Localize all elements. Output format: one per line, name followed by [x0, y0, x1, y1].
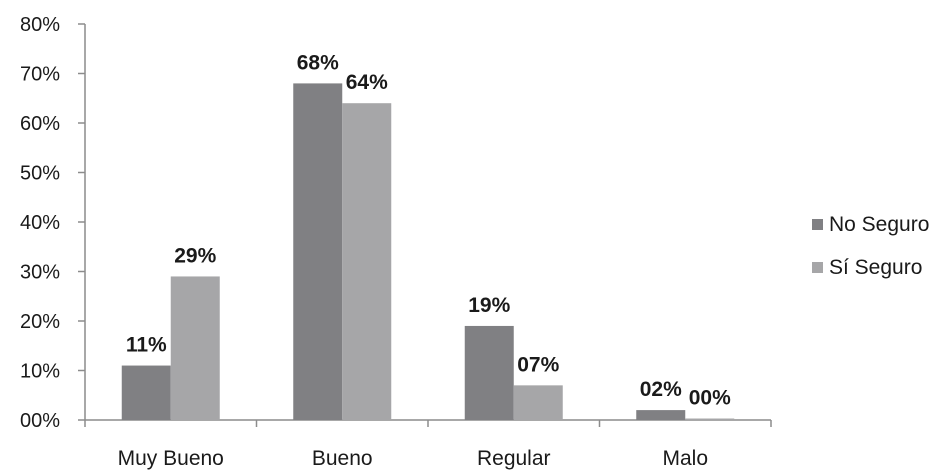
bar-no-seguro — [293, 83, 343, 421]
bar-no-seguro — [636, 410, 686, 420]
data-label: 68% — [297, 51, 339, 74]
bar-no-seguro — [464, 325, 514, 420]
bar-si-seguro — [170, 276, 220, 420]
legend-label: No Seguro — [829, 213, 929, 236]
data-label: 64% — [346, 71, 388, 94]
x-axis: Muy Bueno Bueno Regular Malo — [84, 419, 772, 470]
bar-si-seguro — [685, 418, 735, 420]
data-label: 29% — [174, 244, 216, 267]
y-tick-label: 00% — [20, 410, 60, 432]
bar-no-seguro — [121, 365, 171, 420]
y-tick-label: 80% — [20, 14, 60, 36]
x-category-label: Bueno — [312, 447, 373, 470]
data-label: 19% — [468, 294, 510, 317]
bars — [121, 83, 735, 421]
bar-si-seguro — [342, 103, 392, 420]
x-category-label: Muy Bueno — [118, 447, 224, 470]
x-category-label: Regular — [477, 447, 551, 470]
data-label: 07% — [517, 353, 559, 376]
y-tick-label: 40% — [20, 212, 60, 234]
legend-swatch — [812, 219, 823, 230]
data-labels: 11% 68% 19% 02% 29% 64% 07% 00% — [126, 51, 731, 409]
x-category-label: Malo — [662, 447, 708, 470]
y-tick-label: 70% — [20, 64, 60, 86]
y-tick-label: 50% — [20, 163, 60, 185]
y-tick-label: 10% — [20, 361, 60, 383]
y-tick-label: 30% — [20, 262, 60, 284]
legend: No Seguro Sí Seguro — [812, 213, 929, 279]
y-tick-label: 60% — [20, 113, 60, 135]
bar-si-seguro — [513, 385, 563, 420]
legend-swatch — [812, 262, 823, 273]
y-tick-label: 20% — [20, 311, 60, 333]
legend-label: Sí Seguro — [829, 256, 922, 279]
y-axis: 00% 10% 20% 30% 40% 50% 60% 70% 80% — [20, 14, 86, 432]
data-label: 11% — [126, 334, 167, 357]
data-label: 00% — [689, 387, 731, 410]
data-label: 02% — [640, 378, 682, 401]
